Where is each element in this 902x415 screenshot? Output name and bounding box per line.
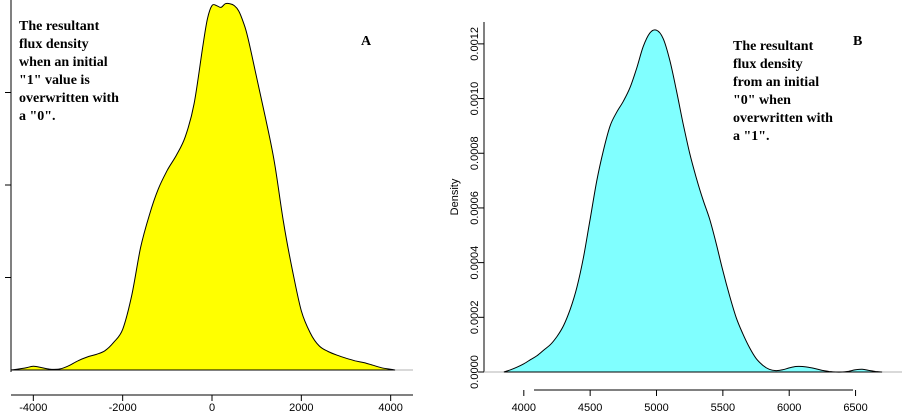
- panel-b-y-tick-label: 0.0008: [469, 136, 481, 170]
- panel-b-x-tick-label: 4500: [578, 402, 602, 414]
- panel-b-density-plot: 4000 4500 5000 5500 6000 6500 0.00000.00020.0…: [449, 22, 902, 414]
- panel-a-annotation-line: a "0".: [19, 109, 56, 124]
- panel-b-annotation-line: "0" when: [733, 93, 791, 108]
- panel-b-y-ticks: 0.0000 0.0002 0.0004 0.0006 0.0008 0.0010 0.00…: [469, 27, 484, 389]
- panel-a-annotation-line: "1" value is: [19, 73, 90, 88]
- panel-b-x-tick-label: 6500: [843, 402, 867, 414]
- panel-a-x-ticks: -4000 -2000 0 2000 4000: [19, 395, 403, 414]
- panel-a-x-tick-label: -4000: [19, 402, 47, 414]
- panel-b-x-tick-label: 5500: [711, 402, 735, 414]
- panel-a-annotation: The resultant flux density when an initi…: [19, 19, 122, 124]
- panel-a-annotation-line: The resultant: [19, 19, 100, 34]
- panel-b-y-tick-label: 0.0012: [469, 27, 481, 61]
- panel-b-x-ticks: 4000 4500 5000 5500 6000 6500: [512, 390, 868, 414]
- panel-b-y-tick-label: 0.0010: [469, 82, 481, 116]
- panel-a-y-ticks: [5, 92, 11, 278]
- panel-b-letter: B: [853, 34, 862, 49]
- panel-b-y-tick-label: 0.0000: [469, 355, 481, 389]
- panel-b-y-tick-label: 0.0006: [469, 191, 481, 225]
- panel-b-density-area: [503, 29, 883, 373]
- panel-a-x-tick-label: 0: [209, 402, 215, 414]
- panel-a-annotation-line: when an initial: [19, 55, 108, 70]
- panel-b-x-tick-label: 6000: [777, 402, 801, 414]
- panel-a-x-tick-label: -2000: [109, 402, 137, 414]
- panel-a-density-plot: -4000 -2000 0 2000 4000 The resultant flux d…: [5, 0, 413, 414]
- panel-b-annotation-line: from an initial: [733, 75, 819, 90]
- panel-b-y-tick-label: 0.0002: [469, 300, 481, 334]
- panel-a-density-area: [10, 2, 396, 371]
- panel-a-annotation-line: overwritten with: [19, 91, 119, 106]
- panel-a-x-tick-label: 2000: [289, 402, 313, 414]
- panel-b-annotation-line: flux density: [733, 57, 803, 72]
- panel-b-annotation-line: overwritten with: [733, 111, 833, 126]
- panel-a-x-tick-label: 4000: [378, 402, 402, 414]
- panel-b-x-tick-label: 5000: [644, 402, 668, 414]
- panel-b-y-tick-label: 0.0004: [469, 246, 481, 280]
- panel-b-annotation: The resultant flux density from an initi…: [733, 39, 836, 144]
- panel-b-x-tick-label: 4000: [512, 402, 536, 414]
- panel-a-annotation-line: flux density: [19, 37, 89, 52]
- panel-b-y-axis-title: Density: [449, 178, 461, 215]
- panel-a-letter: A: [361, 34, 372, 49]
- panel-b-annotation-line: The resultant: [733, 39, 814, 54]
- panel-b-annotation-line: a "1".: [733, 129, 770, 144]
